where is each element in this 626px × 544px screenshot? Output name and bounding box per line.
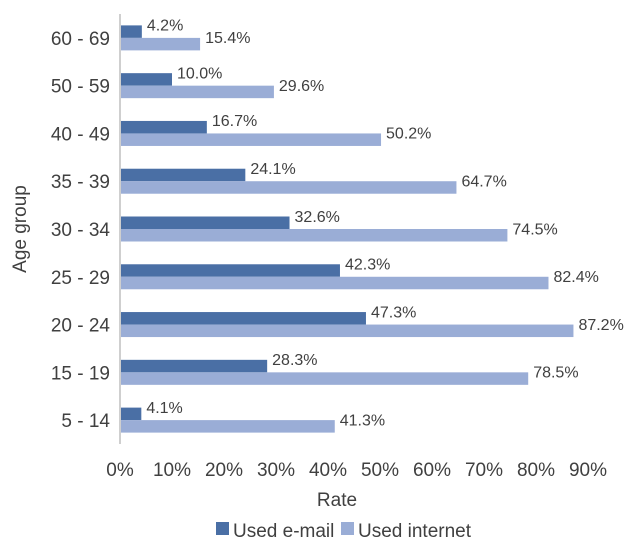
y-tick-label: 60 - 69 bbox=[51, 29, 110, 50]
data-label: 24.1% bbox=[250, 161, 295, 178]
legend-swatch-used-email bbox=[216, 522, 229, 535]
data-labels-layer: 4.2% 15.4% 10.0% 29.6% 16.7% 50.2% 24.1% 64.7% 3… bbox=[146, 18, 623, 430]
bars-layer bbox=[121, 25, 574, 433]
bar-used-internet bbox=[121, 85, 274, 99]
legend: Used e-mail Used internet bbox=[216, 521, 472, 542]
y-tick-label: 15 - 19 bbox=[51, 363, 110, 384]
data-label: 4.1% bbox=[146, 400, 182, 417]
x-tick-label: 30% bbox=[257, 460, 295, 481]
data-label: 78.5% bbox=[533, 365, 578, 382]
x-tick-label: 10% bbox=[153, 460, 191, 481]
y-tick-label: 20 - 24 bbox=[51, 316, 111, 337]
y-tick-label: 50 - 59 bbox=[51, 77, 110, 98]
data-label: 10.0% bbox=[177, 65, 222, 82]
bar-used-email bbox=[121, 407, 142, 421]
bar-used-email bbox=[121, 168, 246, 182]
bar-used-internet bbox=[121, 420, 335, 433]
data-label: 16.7% bbox=[212, 113, 257, 130]
data-label: 64.7% bbox=[461, 173, 506, 190]
bar-used-internet bbox=[121, 276, 549, 290]
bar-used-email bbox=[121, 25, 142, 38]
legend-label-used-internet: Used internet bbox=[358, 521, 472, 542]
legend-label-used-email: Used e-mail bbox=[233, 521, 334, 542]
bar-used-email bbox=[121, 312, 366, 325]
x-tick-label: 60% bbox=[413, 460, 451, 481]
legend-swatch-used-internet bbox=[341, 522, 354, 535]
bar-used-email bbox=[121, 216, 290, 229]
data-label: 4.2% bbox=[147, 18, 183, 35]
bar-used-email bbox=[121, 120, 207, 134]
y-tick-label: 35 - 39 bbox=[51, 172, 110, 193]
bar-used-internet bbox=[121, 229, 508, 242]
x-tick-label: 0% bbox=[106, 460, 134, 481]
x-tick-label: 50% bbox=[361, 460, 399, 481]
bar-used-internet bbox=[121, 37, 201, 51]
x-tick-label: 20% bbox=[205, 460, 243, 481]
x-axis-title: Rate bbox=[317, 490, 357, 511]
x-tick-label: 80% bbox=[517, 460, 555, 481]
y-tick-label: 25 - 29 bbox=[51, 268, 110, 289]
data-label: 87.2% bbox=[578, 317, 623, 334]
data-label: 50.2% bbox=[386, 126, 431, 143]
data-label: 32.6% bbox=[295, 209, 340, 226]
data-label: 15.4% bbox=[205, 30, 250, 47]
data-label: 42.3% bbox=[345, 257, 390, 274]
data-label: 28.3% bbox=[272, 352, 317, 369]
bar-used-internet bbox=[121, 181, 457, 194]
data-label: 74.5% bbox=[512, 221, 557, 238]
data-label: 29.6% bbox=[279, 78, 324, 95]
x-tick-label: 40% bbox=[309, 460, 347, 481]
y-tick-label: 40 - 49 bbox=[51, 124, 110, 145]
y-axis-title: Age group bbox=[10, 185, 31, 273]
x-tick-labels: 0% 10% 20% 30% 40% 50% 60% 70% 80% 90% bbox=[106, 460, 607, 481]
bar-used-email bbox=[121, 264, 340, 277]
y-tick-label: 5 - 14 bbox=[61, 411, 110, 432]
data-label: 47.3% bbox=[371, 304, 416, 321]
data-label: 82.4% bbox=[553, 269, 598, 286]
x-tick-label: 70% bbox=[465, 460, 503, 481]
bar-used-internet bbox=[121, 324, 574, 338]
bar-used-email bbox=[121, 359, 268, 373]
data-label: 41.3% bbox=[340, 412, 385, 429]
y-tick-label: 30 - 34 bbox=[51, 220, 111, 241]
y-tick-labels: 60 - 69 50 - 59 40 - 49 35 - 39 30 - 34 25 - … bbox=[51, 29, 111, 432]
bar-used-internet bbox=[121, 372, 529, 385]
x-tick-label: 90% bbox=[569, 460, 607, 481]
bar-used-email bbox=[121, 73, 172, 86]
bar-used-internet bbox=[121, 133, 382, 146]
